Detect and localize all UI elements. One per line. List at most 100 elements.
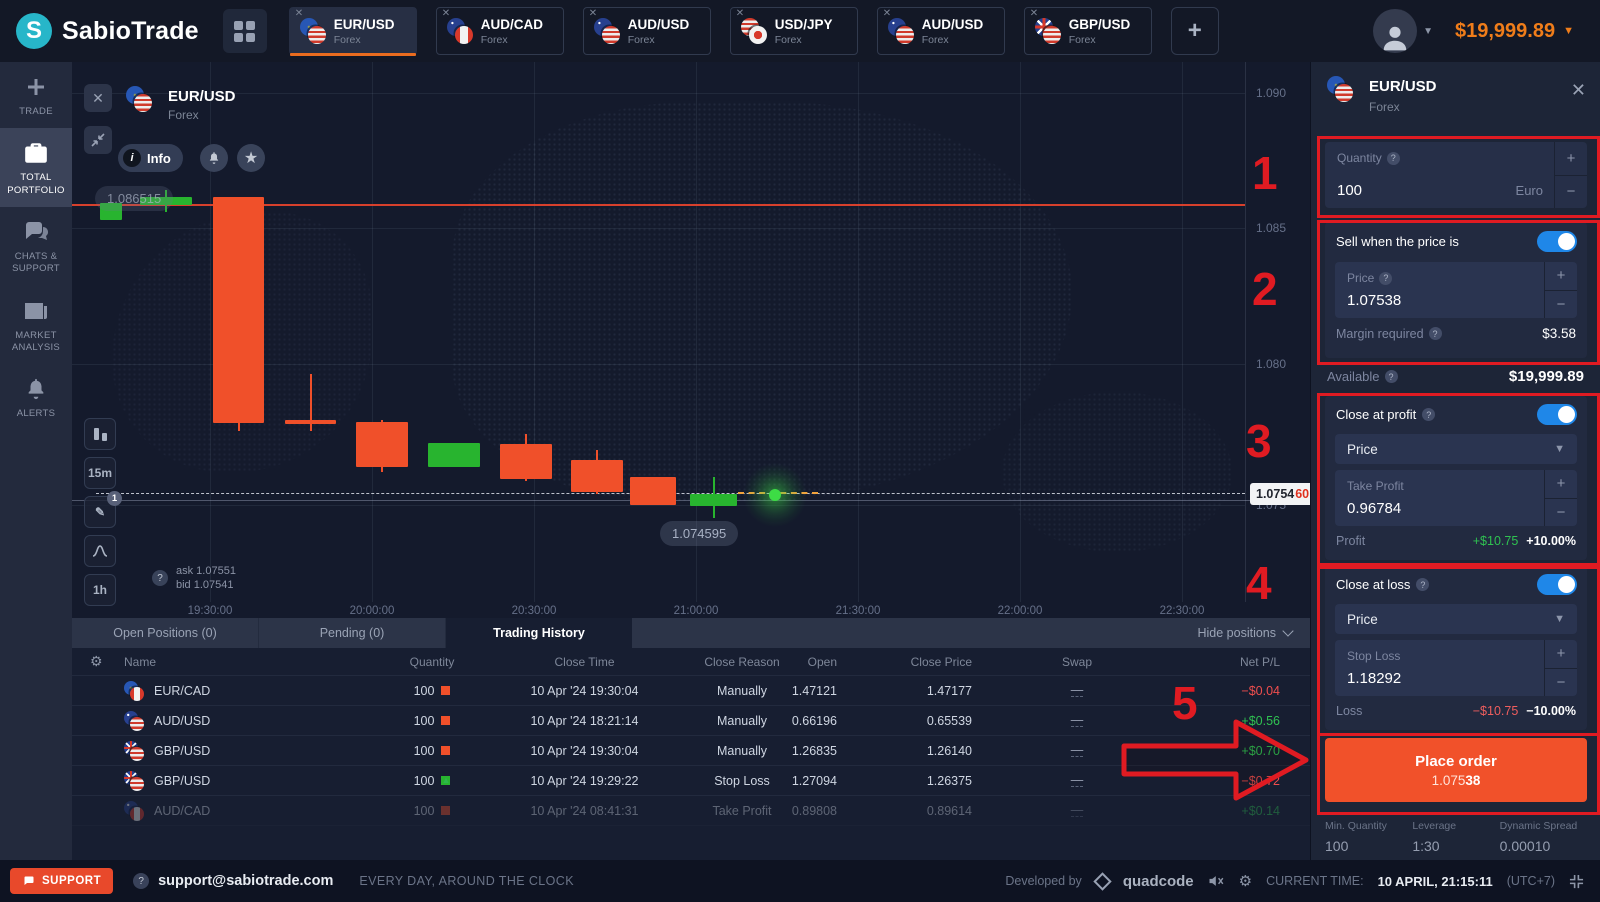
x-axis-label: 20:30:00 <box>511 605 557 617</box>
order-market: Forex <box>1369 100 1400 114</box>
sell-price-value[interactable]: 1.07538 <box>1347 292 1402 309</box>
sell-price-field[interactable]: Price? 1.07538 + − <box>1335 262 1577 318</box>
row-close-time: 10 Apr '24 19:30:04 <box>530 683 639 698</box>
avatar-caret-icon[interactable]: ▼ <box>1423 25 1433 37</box>
sidebar-item-market-analysis[interactable]: MARKET ANALYSIS <box>0 286 72 365</box>
stop-loss-field[interactable]: Stop Loss 1.18292 + − <box>1335 640 1577 696</box>
row-swap: — <box>1070 682 1084 697</box>
close-tab-icon[interactable]: ✕ <box>1029 8 1039 19</box>
brand-logo[interactable]: S SabioTrade <box>0 13 199 49</box>
table-row[interactable]: GBP/USD 100 ▼ 10 Apr '24 19:30:04 Manually 1.… <box>72 736 1310 766</box>
profit-mode-dropdown[interactable]: Price ▼ <box>1335 434 1577 464</box>
chart-collapse-icon[interactable] <box>84 126 112 154</box>
sell-price-stepper: + − <box>1544 262 1577 318</box>
positions-tab-trading-history[interactable]: Trading History <box>446 618 632 648</box>
help-icon[interactable]: ? <box>1428 327 1442 340</box>
fullscreen-icon[interactable] <box>1569 874 1584 889</box>
sidebar-item-chats-support[interactable]: CHATS & SUPPORT <box>0 207 72 286</box>
hide-positions-button[interactable]: Hide positions <box>1197 618 1310 648</box>
chart-type-icon[interactable] <box>84 418 116 450</box>
close-at-loss-toggle[interactable] <box>1537 574 1577 595</box>
timeframe-1h-button[interactable]: 1h <box>84 574 116 606</box>
help-icon[interactable]: ? <box>1379 271 1393 285</box>
current-time-label: CURRENT TIME: <box>1266 874 1364 888</box>
gear-icon[interactable]: ⚙ <box>1238 873 1253 890</box>
sidebar-item-total-portfolio[interactable]: TOTAL PORTFOLIO <box>0 128 72 208</box>
help-icon[interactable]: ? <box>1386 151 1400 165</box>
instrument-tab-aud-cad[interactable]: ✕ AUD/CAD Forex <box>435 7 564 55</box>
table-row[interactable]: GBP/USD 100 ▲ 10 Apr '24 19:29:22 Stop Loss 1… <box>72 766 1310 796</box>
place-order-button[interactable]: Place order 1.07538 <box>1325 738 1587 802</box>
help-icon[interactable]: ? <box>1384 370 1398 383</box>
help-icon[interactable]: ? <box>152 570 168 586</box>
quantity-decrease-button[interactable]: − <box>1566 183 1576 201</box>
quantity-value[interactable]: 100 <box>1337 182 1363 199</box>
instrument-tab-gbp-usd[interactable]: ✕ GBP/USD Forex <box>1023 7 1152 55</box>
table-row[interactable]: EUR/CAD 100 ▼ 10 Apr '24 19:30:04 Manually 1.… <box>72 676 1310 706</box>
instrument-tab-aud-usd[interactable]: ✕ AUD/USD Forex <box>582 7 711 55</box>
developer-name[interactable]: quadcode <box>1122 872 1194 890</box>
close-tab-icon[interactable]: ✕ <box>882 8 892 19</box>
close-at-profit-toggle[interactable] <box>1537 404 1577 425</box>
instrument-tab-eur-usd[interactable]: ✕ EUR/USD Forex <box>288 7 417 56</box>
sell-price-toggle[interactable] <box>1537 231 1577 252</box>
close-tab-icon[interactable]: ✕ <box>735 8 745 19</box>
take-profit-increase-button[interactable]: + <box>1545 470 1577 499</box>
take-profit-decrease-button[interactable]: − <box>1556 503 1566 521</box>
order-panel-close-icon[interactable]: ✕ <box>1570 80 1586 100</box>
instrument-tab-aud-usd[interactable]: ✕ AUD/USD Forex <box>876 7 1005 55</box>
row-close-price: 1.26140 <box>926 743 972 758</box>
usd-flag-icon <box>130 716 144 731</box>
price-decrease-button[interactable]: − <box>1556 295 1566 313</box>
info-button[interactable]: i Info <box>118 144 183 172</box>
add-instrument-button[interactable]: + <box>1170 7 1219 55</box>
mute-speaker-icon[interactable] <box>1208 874 1225 888</box>
favorite-star-icon[interactable]: ★ <box>237 144 265 172</box>
close-tab-icon[interactable]: ✕ <box>294 8 304 19</box>
take-profit-field[interactable]: Take Profit 0.96784 + − <box>1335 470 1577 526</box>
table-row[interactable]: AUD/CAD 100 ▼ 10 Apr '24 08:41:31 Take Profi… <box>72 796 1310 826</box>
row-open-price: 1.47121 <box>791 683 837 698</box>
stop-loss-value[interactable]: 1.18292 <box>1347 670 1402 687</box>
loss-mode-dropdown[interactable]: Price ▼ <box>1335 604 1577 634</box>
quantity-field[interactable]: Quantity? 100 Euro + − <box>1325 142 1587 208</box>
price-increase-button[interactable]: + <box>1545 262 1577 291</box>
table-row[interactable]: AUD/USD 100 ▼ 10 Apr '24 18:21:14 Manually 0.… <box>72 706 1310 736</box>
avatar[interactable] <box>1373 9 1418 53</box>
apps-grid-icon[interactable] <box>222 9 267 53</box>
leverage-label: Leverage <box>1412 820 1457 832</box>
sidebar-item-trade[interactable]: TRADE <box>0 62 72 128</box>
x-axis-label: 21:00:00 <box>673 605 719 617</box>
tab-pair-label: EUR/USD <box>333 16 395 32</box>
quantity-increase-button[interactable]: + <box>1555 142 1587 176</box>
positions-tab-open-positions[interactable]: Open Positions (0) <box>72 618 259 648</box>
positions-tab-pending[interactable]: Pending (0) <box>259 618 446 648</box>
table-settings-gear-icon[interactable]: ⚙ <box>90 653 103 669</box>
balance-amount[interactable]: $19,999.89 <box>1455 19 1556 42</box>
support-button[interactable]: SUPPORT <box>10 868 114 894</box>
take-profit-value[interactable]: 0.96784 <box>1347 500 1402 517</box>
stop-loss-increase-button[interactable]: + <box>1545 640 1577 669</box>
draw-pencil-icon[interactable]: ✎ 1 <box>84 491 122 528</box>
close-at-profit-title: Close at profit? <box>1336 407 1436 422</box>
help-icon[interactable]: ? <box>1416 578 1430 591</box>
sidebar-item-alerts[interactable]: ALERTS <box>0 364 72 430</box>
usd-flag-icon <box>895 26 914 44</box>
instrument-tab-usd-jpy[interactable]: ✕ USD/JPY Forex <box>729 7 858 55</box>
row-close-price: 1.26375 <box>926 773 972 788</box>
tab-market-label: Forex <box>1068 33 1096 46</box>
sell-price-section: Sell when the price is Price? 1.07538 + … <box>1325 222 1587 358</box>
support-email[interactable]: support@sabiotrade.com <box>158 873 334 889</box>
balance-caret-icon[interactable]: ▼ <box>1563 25 1574 37</box>
stop-loss-decrease-button[interactable]: − <box>1556 673 1566 691</box>
alert-bell-icon[interactable] <box>200 144 228 172</box>
help-icon[interactable]: ? <box>1422 408 1436 421</box>
tab-market-label: Forex <box>627 33 655 46</box>
chart-close-icon[interactable]: ✕ <box>84 84 112 112</box>
timeframe-15m-button[interactable]: 15m <box>84 457 116 489</box>
usd-flag-icon <box>130 746 144 761</box>
take-profit-stepper: + − <box>1544 470 1577 526</box>
close-tab-icon[interactable]: ✕ <box>588 8 598 19</box>
close-tab-icon[interactable]: ✕ <box>441 8 451 19</box>
indicators-icon[interactable] <box>84 535 116 567</box>
